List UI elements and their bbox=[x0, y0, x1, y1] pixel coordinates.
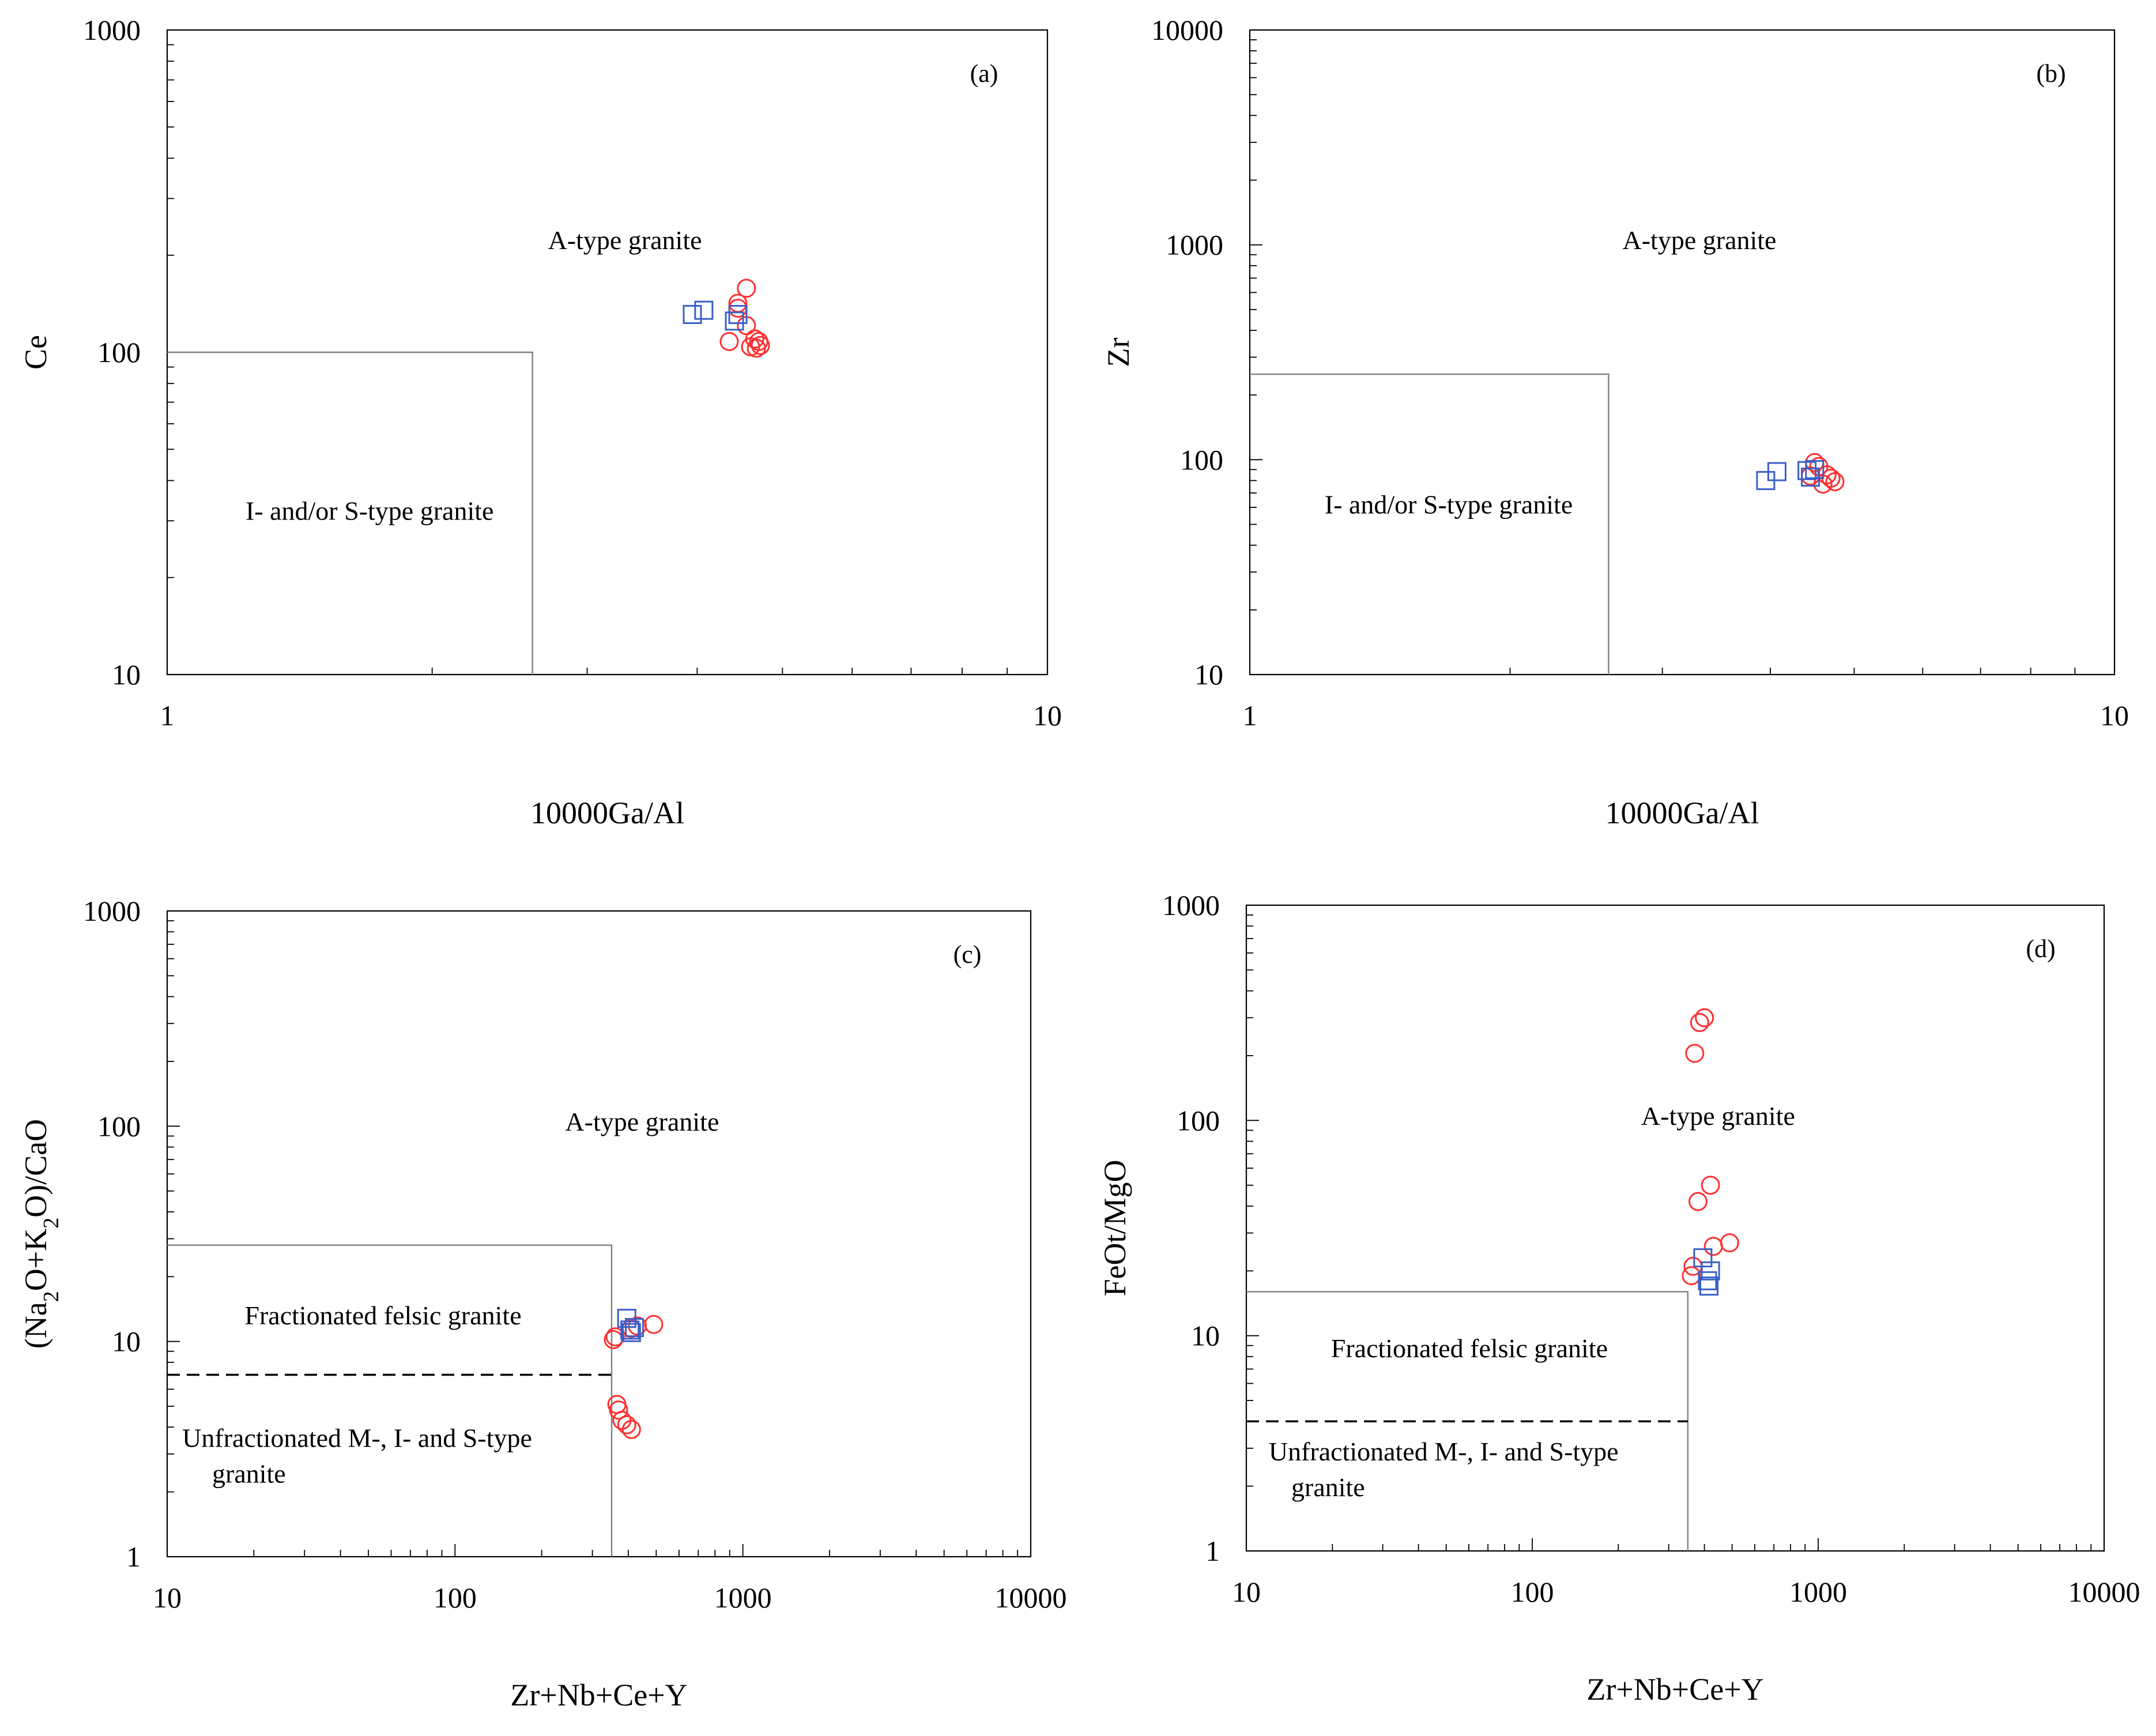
data-point-square bbox=[1797, 461, 1817, 480]
x-tick-label: 1000 bbox=[1789, 1576, 1847, 1608]
data-point-square bbox=[1693, 1248, 1713, 1268]
y-axis-title: Ce bbox=[18, 335, 53, 370]
data-point-square bbox=[1698, 1271, 1717, 1290]
chart-panel-1: 1 10 10 100 1000 10000Ga/Al Ce (a) I- and/or S-t… bbox=[18, 14, 1062, 830]
region-boundary bbox=[167, 1244, 613, 1557]
x-tick-label: 100 bbox=[1511, 1576, 1554, 1608]
x-tick-label: 10000 bbox=[2068, 1576, 2140, 1608]
y-tick-label: 1 bbox=[1205, 1535, 1220, 1567]
data-point-circle bbox=[751, 336, 770, 355]
panel-label: (d) bbox=[2026, 935, 2055, 963]
data-point-square bbox=[625, 1318, 644, 1338]
region-label: A-type granite bbox=[1623, 225, 1777, 255]
region-label: Unfractionated M-, I- and S-type bbox=[1269, 1437, 1619, 1466]
data-point-square bbox=[1801, 467, 1820, 487]
data-point-circle bbox=[621, 1419, 641, 1439]
y-tick-label: 1000 bbox=[83, 895, 141, 927]
x-tick-label: 1 bbox=[1243, 699, 1257, 732]
x-axis-title: 10000Ga/Al bbox=[1605, 796, 1759, 830]
y-tick-label: 1000 bbox=[1166, 229, 1223, 261]
x-tick-label: 1000 bbox=[714, 1581, 772, 1614]
region-boundary bbox=[1250, 373, 1610, 675]
region-label: Fractionated felsic granite bbox=[1331, 1334, 1608, 1363]
chart-panel-2: 1 10 10 100 1000 10000 10000Ga/Al Zr (b) I- and/o… bbox=[1101, 14, 2129, 830]
data-point-square bbox=[725, 311, 744, 331]
y-axis-title: FeOt/MgO bbox=[1098, 1159, 1132, 1296]
panel-label: (b) bbox=[2036, 59, 2065, 88]
data-point-square bbox=[728, 304, 748, 324]
y-tick-label: 10 bbox=[1194, 658, 1223, 691]
y-tick-label: 10000 bbox=[1151, 14, 1223, 46]
data-point-circle bbox=[617, 1415, 636, 1434]
region-label: A-type granite bbox=[565, 1107, 719, 1136]
y-tick-label: 1 bbox=[126, 1541, 141, 1573]
x-tick-label: 10 bbox=[153, 1581, 182, 1614]
region-label: A-type granite bbox=[1641, 1101, 1795, 1131]
data-point-square bbox=[1805, 460, 1825, 479]
x-axis-title: Zr+Nb+Ce+Y bbox=[1586, 1672, 1763, 1707]
data-point-square bbox=[1767, 462, 1786, 481]
data-point-circle bbox=[1690, 1013, 1709, 1033]
plot-frame bbox=[1245, 904, 2105, 1552]
data-point-circle bbox=[747, 338, 766, 358]
region-label-line2: granite bbox=[1291, 1473, 1365, 1502]
data-point-circle bbox=[1682, 1266, 1701, 1286]
data-point-square bbox=[1699, 1276, 1719, 1296]
data-point-circle bbox=[1720, 1233, 1739, 1253]
x-tick-label: 10000 bbox=[995, 1581, 1067, 1614]
region-label: Fractionated felsic granite bbox=[244, 1301, 521, 1330]
data-point-circle bbox=[609, 1400, 628, 1420]
region-label: Unfractionated M-, I- and S-type bbox=[182, 1424, 532, 1453]
y-tick-label: 1000 bbox=[1162, 889, 1220, 921]
data-point-circle bbox=[612, 1411, 632, 1430]
data-point-circle bbox=[607, 1395, 627, 1414]
plot-frame bbox=[166, 910, 1032, 1558]
region-label: I- and/or S-type granite bbox=[246, 496, 493, 526]
data-point-square bbox=[621, 1323, 641, 1342]
data-point-square bbox=[683, 304, 702, 324]
y-axis-title: (Na2O+K2O)/CaO bbox=[18, 1119, 63, 1349]
y-tick-label: 10 bbox=[112, 658, 141, 691]
region-boundary bbox=[1246, 1291, 1689, 1551]
y-tick-label: 10 bbox=[1191, 1320, 1220, 1352]
chart-panel-4: 10 100 1000 10000 1 10 100 1000 Zr+Nb+Ce+Y FeOt/M… bbox=[1098, 889, 2140, 1707]
data-point-circle bbox=[1695, 1008, 1714, 1027]
panel-label: (a) bbox=[970, 59, 998, 88]
region-boundary bbox=[167, 351, 533, 675]
y-tick-label: 100 bbox=[97, 336, 141, 368]
x-tick-label: 10 bbox=[2100, 699, 2129, 732]
data-point-circle bbox=[605, 1327, 625, 1347]
data-point-circle bbox=[1703, 1237, 1723, 1256]
chart-panel-3: 10 100 1000 10000 1 10 100 1000 Zr+Nb+Ce+Y (Na2O+… bbox=[18, 895, 1067, 1712]
x-tick-label: 10 bbox=[1033, 699, 1062, 732]
y-tick-label: 100 bbox=[1180, 443, 1223, 476]
x-tick-label: 100 bbox=[434, 1581, 477, 1614]
x-tick-label: 10 bbox=[1232, 1576, 1261, 1608]
data-point-circle bbox=[1701, 1176, 1720, 1195]
data-point-square bbox=[620, 1320, 640, 1340]
data-point-square bbox=[694, 300, 714, 320]
region-label: A-type granite bbox=[548, 225, 702, 255]
y-axis-title: Zr bbox=[1101, 337, 1136, 367]
data-point-circle bbox=[1825, 472, 1845, 491]
region-label: I- and/or S-type granite bbox=[1325, 490, 1573, 519]
data-point-circle bbox=[737, 278, 756, 298]
data-point-circle bbox=[1688, 1192, 1708, 1211]
panel-label: (c) bbox=[953, 940, 982, 969]
y-tick-label: 1000 bbox=[83, 14, 141, 46]
y-tick-label: 100 bbox=[1177, 1104, 1220, 1136]
x-axis-title: Zr+Nb+Ce+Y bbox=[510, 1678, 687, 1712]
data-point-circle bbox=[644, 1315, 664, 1334]
region-label-line2: granite bbox=[212, 1459, 286, 1489]
data-point-circle bbox=[1685, 1044, 1705, 1063]
data-point-circle bbox=[719, 332, 739, 351]
data-point-square bbox=[1701, 1261, 1720, 1281]
x-tick-label: 1 bbox=[160, 699, 175, 732]
x-axis-title: 10000Ga/Al bbox=[530, 796, 684, 830]
y-tick-label: 100 bbox=[97, 1110, 141, 1142]
y-tick-label: 10 bbox=[112, 1325, 141, 1358]
plot-frame bbox=[1249, 29, 2116, 676]
